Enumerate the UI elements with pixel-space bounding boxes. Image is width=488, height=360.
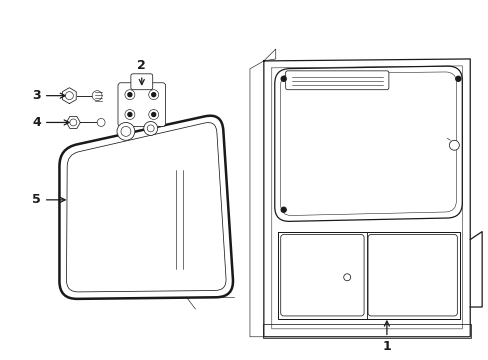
FancyBboxPatch shape [280, 235, 364, 316]
FancyBboxPatch shape [118, 83, 165, 126]
Circle shape [148, 90, 158, 100]
FancyBboxPatch shape [263, 324, 470, 338]
Circle shape [148, 109, 158, 120]
Text: 2: 2 [137, 59, 146, 85]
Circle shape [97, 118, 105, 126]
Circle shape [121, 126, 131, 136]
Circle shape [151, 93, 155, 96]
Polygon shape [66, 116, 80, 129]
Circle shape [143, 121, 157, 135]
Circle shape [117, 122, 135, 140]
Circle shape [281, 76, 285, 81]
Text: 4: 4 [32, 116, 69, 129]
Text: 5: 5 [32, 193, 65, 206]
Circle shape [124, 90, 135, 100]
Circle shape [281, 207, 285, 212]
Circle shape [455, 76, 460, 81]
Circle shape [124, 109, 135, 120]
FancyBboxPatch shape [131, 74, 152, 90]
Circle shape [92, 91, 102, 100]
PathPatch shape [66, 122, 225, 292]
Circle shape [151, 113, 155, 117]
Text: 1: 1 [382, 321, 390, 353]
FancyBboxPatch shape [367, 235, 456, 316]
Circle shape [128, 113, 132, 117]
Polygon shape [62, 88, 76, 104]
Circle shape [70, 119, 77, 126]
PathPatch shape [274, 66, 461, 221]
FancyBboxPatch shape [285, 71, 388, 90]
PathPatch shape [60, 116, 232, 299]
Circle shape [147, 125, 154, 132]
Circle shape [128, 93, 132, 96]
PathPatch shape [280, 72, 455, 216]
Text: 3: 3 [32, 89, 65, 102]
Circle shape [343, 274, 350, 281]
Circle shape [448, 140, 458, 150]
Circle shape [65, 92, 73, 100]
